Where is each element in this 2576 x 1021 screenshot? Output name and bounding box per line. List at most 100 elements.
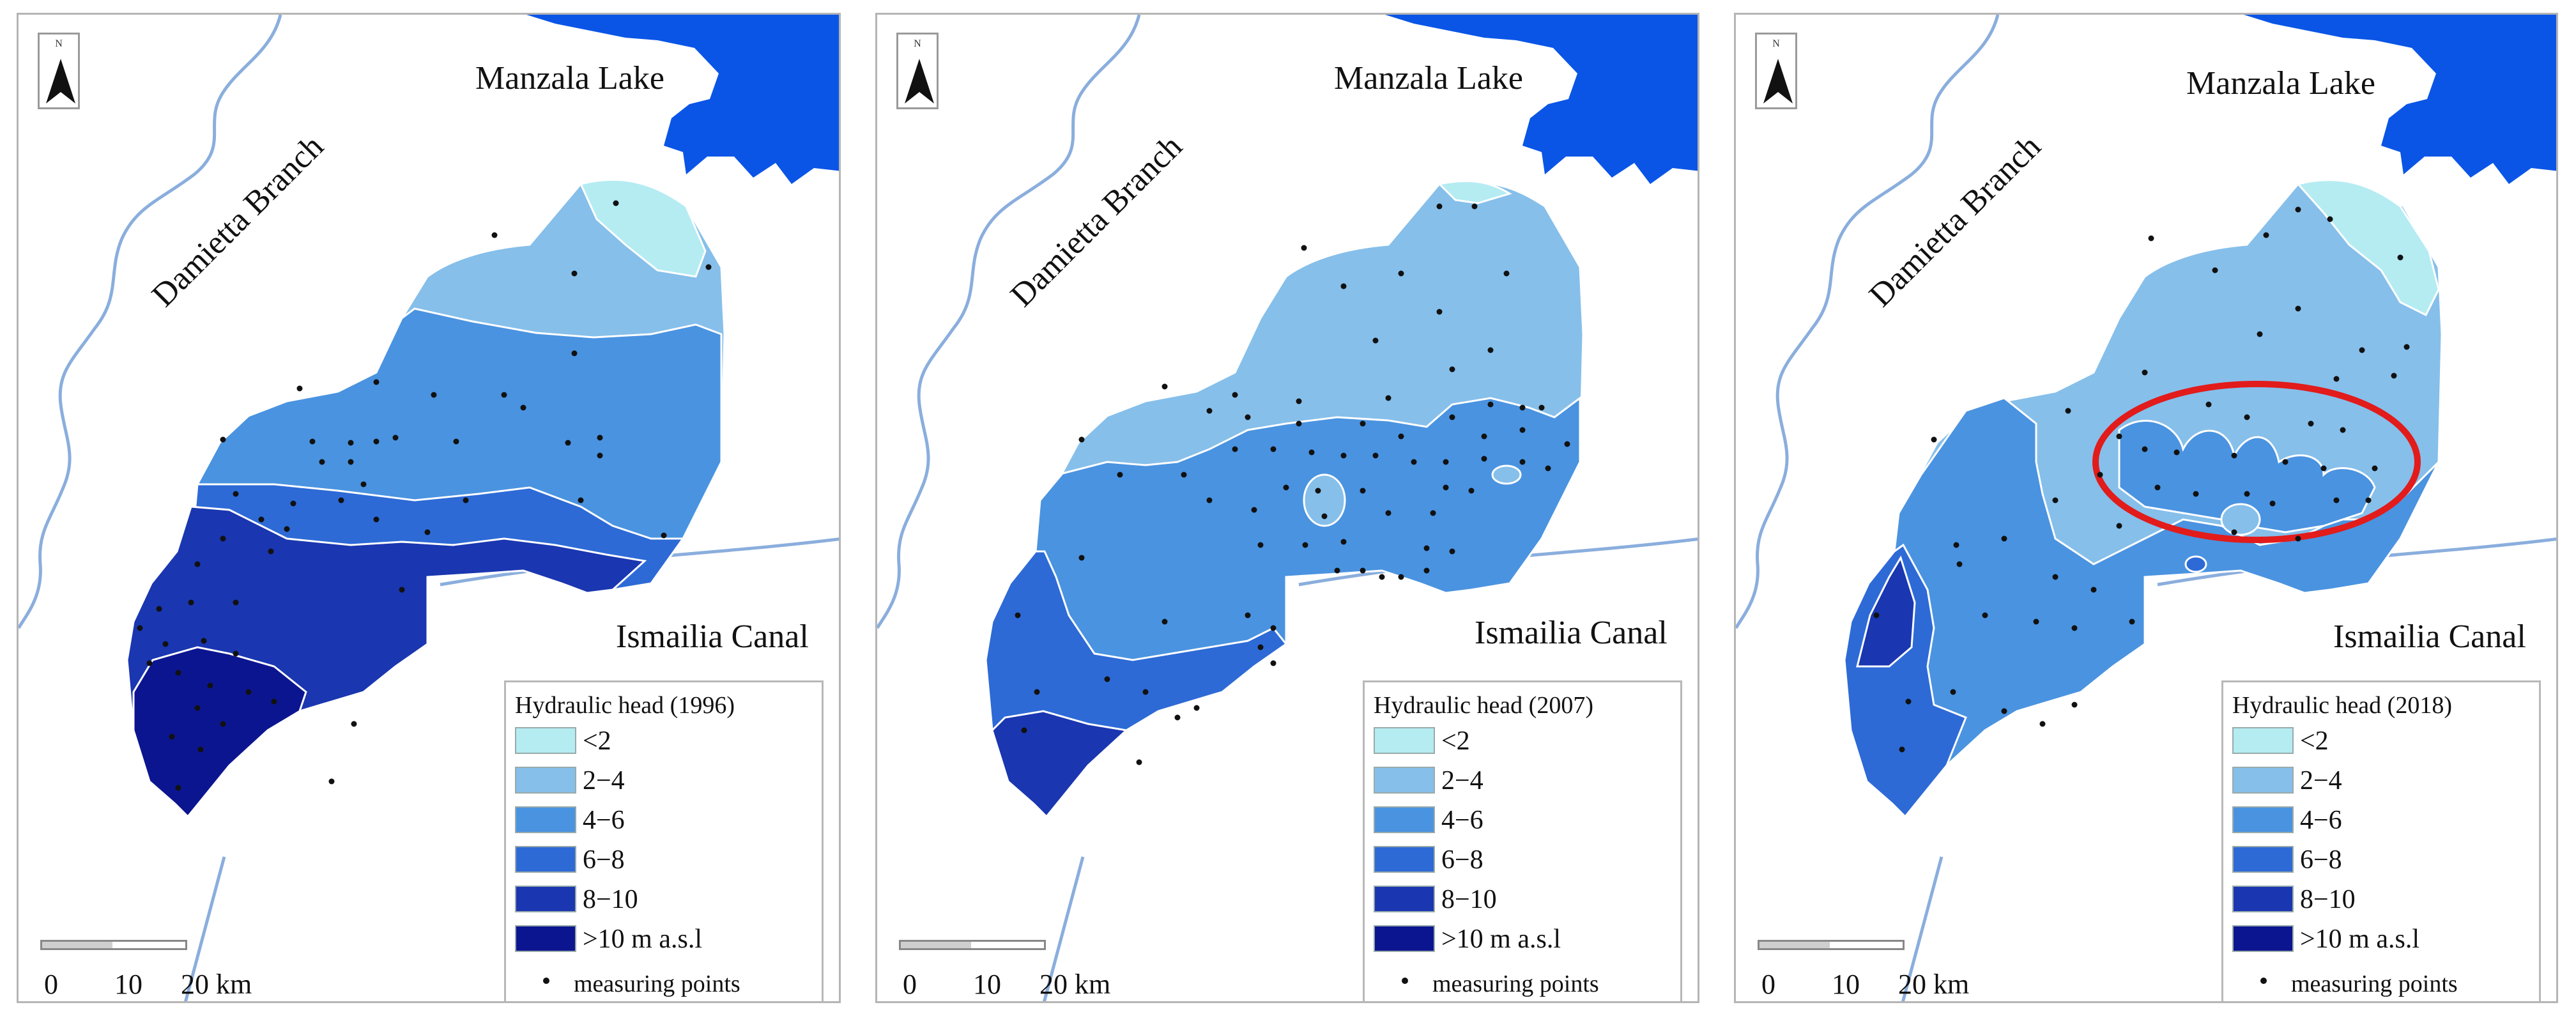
legend-label: <2: [583, 726, 611, 756]
scale-tick-10: 10: [114, 969, 142, 1000]
legend-label: 8−10: [2300, 885, 2356, 914]
legend-label: 4−6: [583, 806, 625, 835]
legend-label: 6−8: [2300, 845, 2342, 875]
scale-bar: [1758, 940, 1905, 950]
north-arrow: N: [896, 33, 939, 109]
legend-label: <2: [1441, 726, 1470, 756]
legend-row: 8−10: [1374, 883, 1680, 915]
legend-row: 2−4: [515, 764, 822, 796]
legend-swatch: [515, 886, 576, 912]
legend-row: 2−4: [2232, 764, 2539, 796]
legend-row: >10 m a.s.l: [1374, 923, 1680, 955]
legend-label: 2−4: [583, 766, 625, 795]
legend-swatch: [2232, 886, 2294, 912]
legend-points-row: measuring points: [2232, 967, 2539, 997]
zone-8-10: [1856, 555, 1916, 668]
measuring-points-1996: [137, 200, 712, 791]
north-arrow-icon: [1763, 59, 1793, 104]
map-panel-2007: N Manzala Lake Damietta Branch Ismailia …: [875, 13, 1699, 1003]
measuring-points-2018: [1873, 206, 2410, 753]
legend-swatch: [1374, 767, 1435, 794]
legend-row: 4−6: [1374, 804, 1680, 836]
legend-swatch: [1374, 727, 1435, 754]
zone-lt2: [1437, 180, 1512, 204]
legend-label: >10 m a.s.l: [2300, 925, 2420, 954]
legend-label: 4−6: [2300, 806, 2342, 835]
legend-title: Hydraulic head (2007): [1374, 692, 1593, 719]
label-ismailia-canal: Ismailia Canal: [616, 618, 809, 655]
zone-lt2: [579, 178, 707, 278]
legend-row: 6−8: [1374, 843, 1680, 875]
highlight-ellipse: [2092, 381, 2421, 543]
damietta-branch: [877, 15, 1141, 629]
legend-row: <2: [1374, 725, 1680, 756]
zone-8-10: [991, 710, 1129, 818]
legend-swatch: [515, 846, 576, 873]
legend-points-row: measuring points: [515, 967, 822, 997]
legend-label: 6−8: [1441, 845, 1483, 875]
legend-swatch: [2232, 767, 2294, 794]
legend-row: 6−8: [515, 843, 822, 875]
legend-swatch: [2232, 925, 2294, 952]
legend-swatch: [515, 806, 576, 833]
legend-points-label: measuring points: [574, 971, 740, 997]
north-arrow: N: [38, 33, 80, 109]
legend-label: 2−4: [2300, 766, 2342, 795]
scale-bar: [899, 940, 1046, 950]
measuring-points-2007: [1015, 203, 1570, 765]
map-2018: [1736, 15, 2556, 1001]
legend-points-label: measuring points: [1432, 971, 1599, 997]
label-ismailia-canal: Ismailia Canal: [1475, 615, 1667, 651]
legend-swatch: [2232, 846, 2294, 873]
zone-4-6-center: [2118, 420, 2376, 534]
legend-label: 2−4: [1441, 766, 1483, 795]
north-arrow-label: N: [914, 38, 921, 49]
north-arrow: N: [1755, 33, 1797, 109]
legend-row: >10 m a.s.l: [515, 923, 822, 955]
legend: Hydraulic head (1996) <2 2−4 4−6 6−8 8−1…: [504, 680, 824, 1001]
mound-2-4: [1303, 473, 1346, 527]
zone-6-8-small: [2184, 555, 2207, 573]
manzala-lake: [526, 15, 839, 184]
scale-tick-20km: 20 km: [1039, 969, 1111, 1000]
label-ismailia-canal: Ismailia Canal: [2333, 618, 2526, 655]
zone-lt2: [2296, 179, 2440, 317]
mound-2-4-b: [1491, 464, 1522, 485]
legend-row: 2−4: [1374, 764, 1680, 796]
legend-row: 8−10: [515, 883, 822, 915]
legend-label: 6−8: [583, 845, 625, 875]
legend-swatch: [2232, 727, 2294, 754]
point-symbol-icon: [543, 978, 549, 984]
scale-bar: [40, 940, 187, 950]
legend-swatch: [1374, 886, 1435, 912]
damietta-branch: [19, 15, 282, 629]
legend-label: 4−6: [1441, 806, 1483, 835]
legend-label: >10 m a.s.l: [583, 925, 703, 954]
legend-swatch: [1374, 925, 1435, 952]
label-manzala-lake: Manzala Lake: [475, 60, 664, 96]
legend-swatch: [2232, 806, 2294, 833]
legend-swatch: [515, 767, 576, 794]
legend-row: <2: [515, 725, 822, 756]
scale-tick-20km: 20 km: [1898, 969, 1970, 1000]
legend-row: >10 m a.s.l: [2232, 923, 2539, 955]
scale-tick-0: 0: [1761, 969, 1775, 1000]
legend-row: 6−8: [2232, 843, 2539, 875]
legend-label: <2: [2300, 726, 2329, 756]
zone-gt10: [132, 646, 307, 818]
scale-tick-10: 10: [973, 969, 1001, 1000]
legend-swatch: [515, 727, 576, 754]
map-1996: [19, 15, 839, 1001]
scale-tick-20km: 20 km: [181, 969, 252, 1000]
map-2007: [877, 15, 1698, 1001]
manzala-lake: [2244, 15, 2556, 184]
point-symbol-icon: [2260, 978, 2267, 984]
legend-swatch: [1374, 846, 1435, 873]
legend-label: 8−10: [1441, 885, 1497, 914]
legend-swatch: [515, 925, 576, 952]
point-symbol-icon: [1402, 978, 1408, 984]
north-arrow-label: N: [1772, 38, 1780, 49]
legend-row: 8−10: [2232, 883, 2539, 915]
map-panel-1996: N Manzala Lake Damietta Branch Ismailia …: [17, 13, 841, 1003]
scale-tick-0: 0: [44, 969, 58, 1000]
